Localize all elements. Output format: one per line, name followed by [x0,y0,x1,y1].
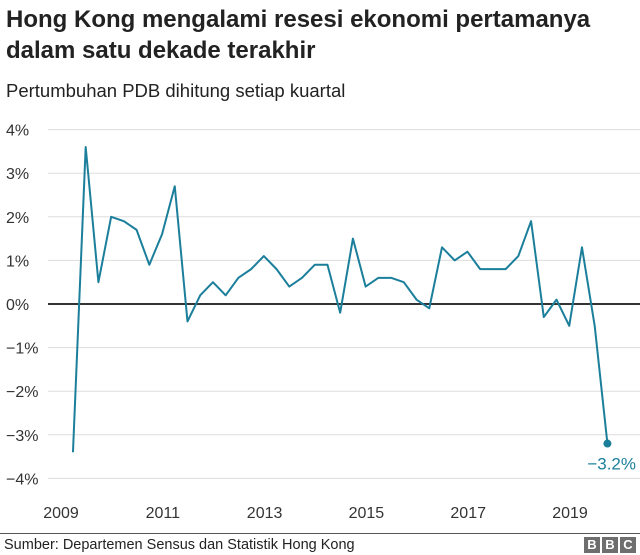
bbc-logo-b2: B [602,537,618,553]
gdp-series-line [71,146,609,453]
y-tick-label: −3% [6,428,38,445]
y-tick-label: −4% [6,471,38,488]
y-tick-label: 0% [6,297,29,314]
last-value-label: −3.2% [587,455,636,474]
x-tick-label: 2011 [146,505,181,522]
last-point-marker [603,439,612,448]
y-tick-label: −2% [6,384,38,401]
chart-title: Hong Kong mengalami resesi ekonomi perta… [6,6,591,64]
y-tick-label: −1% [6,341,38,358]
x-tick-label: 2013 [247,505,283,522]
x-tick-label: 2015 [349,505,385,522]
y-tick-label: 1% [6,253,29,270]
y-tick-label: 3% [6,166,29,183]
x-tick-label: 2019 [552,505,588,522]
footer-divider [0,533,640,534]
chart-subtitle: Pertumbuhan PDB dihitung setiap kuartal [6,80,346,101]
source-note: Sumber: Departemen Sensus dan Statistik … [4,537,355,553]
y-tick-label: 2% [6,210,29,227]
bbc-logo-c: C [620,537,636,553]
x-tick-label: 2009 [43,505,79,522]
line-chart: 4% 3% 2% 1% 0% −1% −2% −3% −4% 2009 2011 2013 2015 20… [6,123,640,522]
y-tick-label: 4% [6,123,29,140]
bbc-logo-b1: B [584,537,600,553]
x-tick-label: 2017 [450,505,486,522]
bbc-logo: B B C [584,537,636,553]
